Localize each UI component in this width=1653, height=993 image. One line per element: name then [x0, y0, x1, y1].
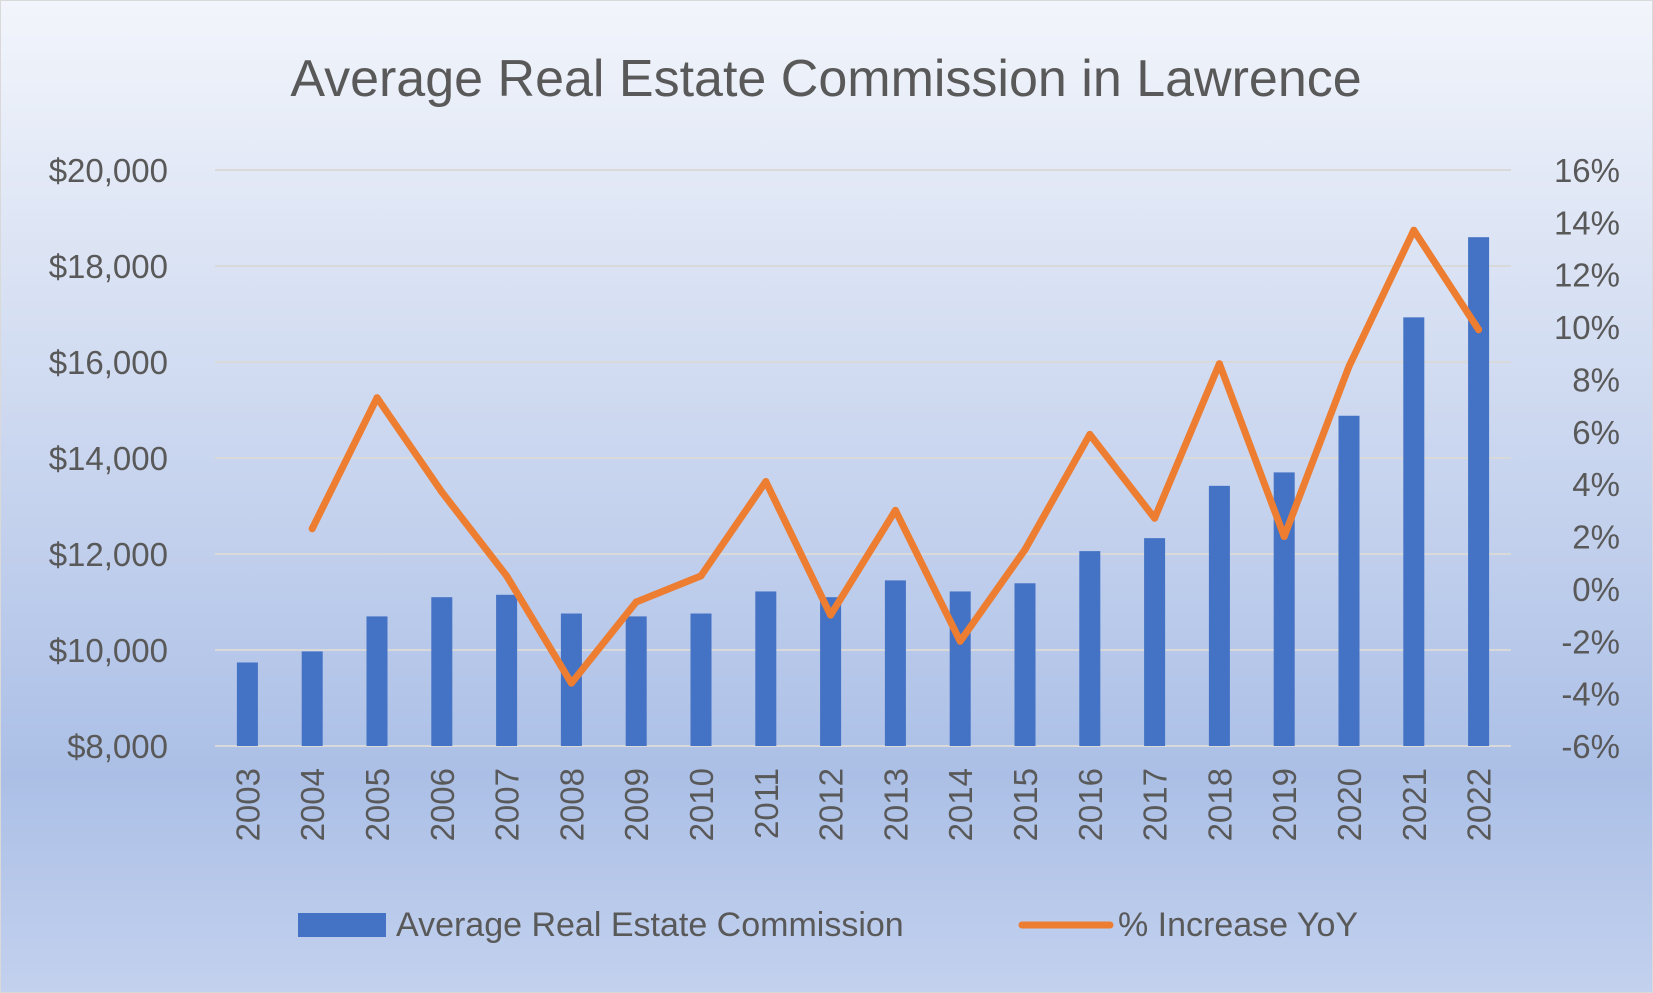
- x-axis-tick-label: 2004: [294, 768, 331, 841]
- yoy-point-2015: [1021, 546, 1029, 554]
- left-axis-tick-label: $18,000: [49, 248, 168, 285]
- bar-2006: [431, 597, 453, 746]
- yoy-point-2020: [1345, 362, 1353, 370]
- yoy-point-2004: [308, 525, 316, 533]
- yoy-point-2016: [1086, 430, 1094, 438]
- yoy-point-2014: [956, 637, 964, 645]
- x-axis-tick-label: 2005: [359, 768, 396, 841]
- yoy-point-2007: [503, 572, 511, 580]
- bar-2009: [625, 616, 647, 746]
- right-axis-tick-label: 6%: [1572, 414, 1620, 451]
- x-axis-labels: 2003 2004 2005 2006 2007 2008 2009 2010 2011 2012…: [229, 768, 1497, 841]
- bar-2007: [496, 594, 518, 746]
- legend: Average Real Estate Commission % Increas…: [298, 906, 1358, 944]
- bar-2004: [301, 651, 323, 746]
- right-axis-tick-label: -2%: [1561, 623, 1620, 660]
- x-axis-tick-label: 2015: [1007, 768, 1044, 841]
- right-axis-tick-label: 2%: [1572, 519, 1620, 556]
- right-axis-tick-label: 10%: [1554, 309, 1620, 346]
- bar-2017: [1144, 538, 1166, 746]
- bar-2015: [1014, 583, 1036, 746]
- x-axis-tick-label: 2006: [424, 768, 461, 841]
- yoy-point-2021: [1410, 226, 1418, 234]
- yoy-point-2011: [762, 478, 770, 486]
- bar-2014: [949, 591, 971, 746]
- legend-bar-swatch: [298, 913, 386, 937]
- x-axis-tick-label: 2010: [683, 768, 720, 841]
- right-axis-tick-label: 16%: [1554, 152, 1620, 189]
- bar-2003: [236, 662, 258, 746]
- bar-2020: [1338, 415, 1360, 746]
- x-axis-tick-label: 2013: [877, 768, 914, 841]
- left-axis-tick-label: $20,000: [49, 152, 168, 189]
- x-axis-tick-label: 2020: [1331, 768, 1368, 841]
- bar-2016: [1079, 551, 1101, 746]
- legend-label-yoy: % Increase YoY: [1118, 906, 1358, 944]
- bar-2018: [1208, 485, 1230, 746]
- bar-2013: [884, 580, 906, 746]
- line-series: [308, 226, 1483, 687]
- right-axis-tick-label: 0%: [1572, 571, 1620, 608]
- x-axis-tick-label: 2012: [813, 768, 850, 841]
- yoy-point-2006: [438, 488, 446, 496]
- yoy-point-2009: [632, 598, 640, 606]
- x-axis-tick-label: 2017: [1137, 768, 1174, 841]
- bar-series: [236, 237, 1490, 746]
- left-axis-tick-label: $8,000: [67, 728, 168, 765]
- x-axis-tick-label: 2014: [942, 768, 979, 841]
- bar-2022: [1468, 237, 1490, 746]
- bar-2012: [820, 597, 842, 746]
- bar-2021: [1403, 317, 1425, 746]
- x-axis-tick-label: 2021: [1396, 768, 1433, 841]
- yoy-point-2018: [1215, 360, 1223, 368]
- yoy-point-2022: [1475, 326, 1483, 334]
- x-axis-tick-label: 2011: [748, 768, 785, 839]
- x-axis-tick-label: 2008: [553, 768, 590, 841]
- x-axis-tick-label: 2022: [1461, 768, 1498, 841]
- yoy-point-2019: [1280, 533, 1288, 541]
- bar-2019: [1273, 472, 1295, 746]
- right-axis-tick-label: 8%: [1572, 361, 1620, 398]
- bar-2010: [690, 613, 712, 746]
- gridlines: [215, 169, 1511, 747]
- x-axis-tick-label: 2009: [618, 768, 655, 841]
- yoy-point-2013: [891, 506, 899, 514]
- yoy-point-2005: [373, 394, 381, 402]
- right-axis-tick-label: -4%: [1561, 676, 1620, 713]
- right-axis-tick-label: -6%: [1561, 728, 1620, 765]
- x-axis-tick-label: 2019: [1266, 768, 1303, 841]
- yoy-point-2010: [697, 572, 705, 580]
- chart-title: Average Real Estate Commission in Lawren…: [290, 50, 1361, 108]
- right-axis-tick-label: 12%: [1554, 257, 1620, 294]
- yoy-point-2017: [1151, 514, 1159, 522]
- right-axis-tick-label: 4%: [1572, 466, 1620, 503]
- yoy-point-2008: [567, 679, 575, 687]
- right-axis-tick-label: 14%: [1554, 204, 1620, 241]
- right-axis-labels: -6% -4% -2% 0% 2% 4% 6% 8% 10% 12% 14% 16%: [1554, 152, 1620, 765]
- left-axis-tick-label: $10,000: [49, 632, 168, 669]
- left-axis-tick-label: $12,000: [49, 536, 168, 573]
- x-axis-tick-label: 2007: [489, 768, 526, 841]
- left-axis-tick-label: $14,000: [49, 440, 168, 477]
- left-axis-tick-label: $16,000: [49, 344, 168, 381]
- legend-label-commission: Average Real Estate Commission: [396, 906, 904, 944]
- yoy-point-2012: [827, 611, 835, 619]
- left-axis-labels: $8,000 $10,000 $12,000 $14,000 $16,000 $18,00…: [49, 152, 168, 765]
- x-axis-tick-label: 2016: [1072, 768, 1109, 841]
- x-axis-tick-label: 2018: [1201, 768, 1238, 841]
- bar-2005: [366, 616, 388, 746]
- x-axis-tick-label: 2003: [229, 768, 266, 841]
- bar-2011: [755, 591, 777, 746]
